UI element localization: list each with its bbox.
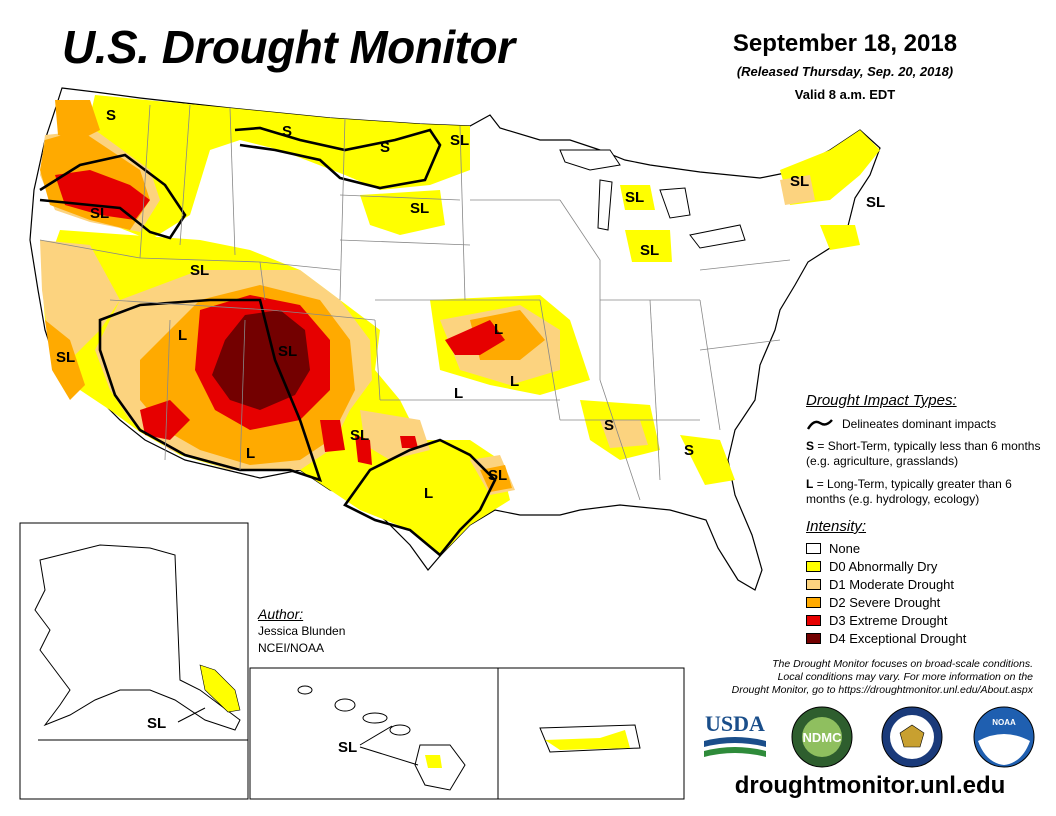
map-label: S [380, 139, 390, 156]
map-label: SL [147, 715, 166, 732]
author-heading: Author: [258, 606, 304, 622]
release-date: (Released Thursday, Sep. 20, 2018) [736, 64, 954, 79]
map-label: SL [90, 205, 109, 222]
map-label-group: S S S SL SL SL SL SL SL L L SL L SL L L … [56, 107, 885, 756]
map-label: SL [410, 200, 429, 217]
impact-legend-heading: Drought Impact Types: [806, 392, 957, 409]
map-label: SL [350, 427, 369, 444]
map-label: L [246, 445, 255, 462]
map-date: September 18, 2018 [732, 30, 958, 57]
map-label: SL [640, 242, 659, 259]
disclaimer-line: The Drought Monitor focuses on broad-sca… [772, 658, 1033, 670]
legend-label: D1 Moderate Drought [829, 576, 955, 592]
alaska-inset [19, 522, 249, 800]
map-label: SL [790, 173, 809, 190]
website-link[interactable]: droughtmonitor.unl.edu [734, 772, 1006, 799]
usda-logo[interactable]: USDA [700, 705, 770, 765]
intensity-legend: Intensity: None D0 Abnormally Dry D1 Mod… [806, 518, 1046, 647]
legend-item: D2 Severe Drought [806, 593, 1046, 611]
intensity-legend-heading: Intensity: [806, 518, 867, 535]
impact-line-row: Delineates dominant impacts [806, 417, 1046, 431]
legend-label: None [829, 540, 861, 556]
page-title: U.S. Drought Monitor [62, 21, 515, 73]
author-org: NCEI/NOAA [258, 641, 325, 655]
legend-swatch [806, 596, 821, 608]
hawaii-inset [249, 667, 499, 800]
valid-time: Valid 8 a.m. EDT [794, 87, 896, 102]
great-lakes [559, 149, 746, 249]
legend-label: D2 Severe Drought [829, 594, 941, 610]
map-label: L [494, 321, 503, 338]
map-label: SL [56, 349, 75, 366]
ndmc-logo[interactable]: NDMC [790, 705, 854, 769]
map-label: SL [190, 262, 209, 279]
author-name: Jessica Blunden [258, 624, 346, 638]
noaa-logo[interactable]: NOAA [972, 705, 1036, 769]
map-label: S [684, 442, 694, 459]
map-label: S [604, 417, 614, 434]
legend-swatch [806, 614, 821, 626]
map-label: L [424, 485, 433, 502]
legend-item: D4 Exceptional Drought [806, 629, 1046, 647]
ndmc-logo-text: NDMC [803, 730, 843, 745]
impact-line-icon [806, 419, 833, 430]
map-label: L [510, 373, 519, 390]
disclaimer: The Drought Monitor focuses on broad-sca… [688, 658, 1033, 697]
usda-logo-text: USDA [705, 711, 765, 736]
puerto-rico-inset [497, 667, 685, 800]
legend-swatch [806, 632, 821, 644]
legend-item: D3 Extreme Drought [806, 611, 1046, 629]
map-label: SL [338, 739, 357, 756]
map-label: SL [625, 189, 644, 206]
long-term-text: = Long-Term, typically greater than 6 mo… [806, 477, 1012, 506]
impact-line-label: Delineates dominant impacts [842, 417, 997, 431]
legend-label: D3 Extreme Drought [829, 612, 948, 628]
long-term-key: L [806, 477, 814, 491]
map-label: SL [450, 132, 469, 149]
legend-label: D4 Exceptional Drought [829, 630, 967, 646]
short-term-note: S = Short-Term, typically less than 6 mo… [806, 439, 1046, 469]
author-block: Author: Jessica Blunden NCEI/NOAA [258, 606, 345, 657]
map-label: L [454, 385, 463, 402]
map-label: SL [488, 467, 507, 484]
map-label: SL [278, 343, 297, 360]
legend-swatch [806, 542, 821, 554]
impact-legend: Drought Impact Types: Delineates dominan… [806, 392, 1046, 507]
map-label: L [178, 327, 187, 344]
long-term-note: L = Long-Term, typically greater than 6 … [806, 477, 1046, 507]
state-borders [39, 104, 791, 501]
short-term-key: S [806, 439, 815, 453]
disclaimer-line[interactable]: Drought Monitor, go to https://droughtmo… [731, 684, 1033, 696]
commerce-seal-logo[interactable] [880, 705, 944, 769]
legend-swatch [806, 560, 821, 572]
noaa-logo-text: NOAA [992, 718, 1016, 727]
legend-item: D1 Moderate Drought [806, 575, 1046, 593]
legend-item: None [806, 539, 1046, 557]
legend-swatch [806, 578, 821, 590]
legend-label: D0 Abnormally Dry [829, 558, 938, 574]
short-term-text: = Short-Term, typically less than 6 mont… [806, 439, 1041, 468]
disclaimer-line: Local conditions may vary. For more info… [777, 671, 1033, 683]
map-label: S [106, 107, 116, 124]
partner-logos: USDA NDMC NOAA [700, 705, 1040, 769]
impact-lines [39, 126, 497, 557]
map-label: S [282, 123, 292, 140]
date-block: September 18, 2018 (Released Thursday, S… [700, 30, 990, 102]
legend-item: D0 Abnormally Dry [806, 557, 1046, 575]
map-label: SL [866, 194, 885, 211]
